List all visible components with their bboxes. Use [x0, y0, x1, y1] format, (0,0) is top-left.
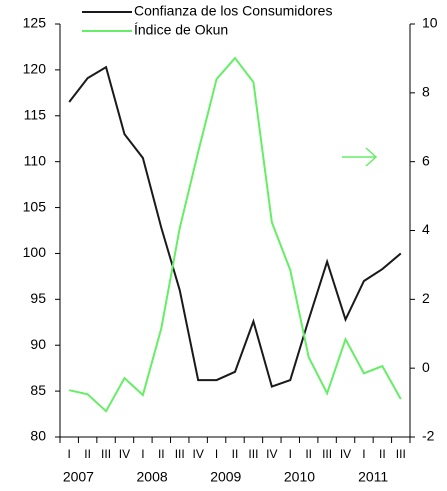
y2-tick-label: 2: [422, 290, 430, 306]
y2-tick-label: -2: [422, 428, 435, 444]
x-tick-label: IV: [266, 447, 277, 461]
y-tick-label: 80: [30, 428, 46, 444]
year-label: 2009: [210, 469, 241, 485]
y2-tick-label: 0: [422, 359, 430, 375]
y-tick-label: 105: [23, 198, 47, 214]
arrow: [342, 147, 378, 167]
y-tick-label: 95: [30, 290, 46, 306]
x-tick-label: III: [396, 447, 406, 461]
year-label: 2011: [358, 469, 388, 485]
y-tick-label: 85: [30, 382, 46, 398]
legend-label: Índice de Okun: [134, 22, 228, 38]
y2-tick-label: 10: [422, 15, 438, 31]
y-tick-label: 90: [30, 336, 46, 352]
x-tick-label: I: [68, 447, 71, 461]
x-tick-label: III: [175, 447, 185, 461]
x-tick-label: II: [158, 447, 165, 461]
x-tick-label: II: [379, 447, 386, 461]
year-label: 2010: [284, 469, 315, 485]
x-tick-label: III: [248, 447, 258, 461]
x-tick-label: I: [215, 447, 218, 461]
y-tick-label: 110: [24, 152, 47, 168]
y-tick-label: 115: [24, 106, 47, 122]
x-tick-label: IV: [119, 447, 130, 461]
x-tick-label: II: [84, 447, 91, 461]
x-tick-label: II: [305, 447, 312, 461]
x-tick-label: III: [322, 447, 332, 461]
y2-tick-label: 8: [422, 84, 430, 100]
series-line: [68, 65, 402, 388]
series-line: [68, 56, 402, 413]
x-tick-label: I: [289, 447, 292, 461]
y-tick-label: 125: [23, 15, 47, 31]
y2-tick-label: 6: [422, 152, 430, 168]
x-tick-label: I: [362, 447, 365, 461]
year-label: 2008: [137, 469, 168, 485]
x-tick-label: III: [101, 447, 111, 461]
y-tick-label: 120: [23, 61, 47, 77]
x-tick-label: II: [232, 447, 239, 461]
x-tick-label: IV: [192, 447, 203, 461]
x-tick-label: IV: [340, 447, 351, 461]
year-label: 2007: [63, 469, 94, 485]
y2-tick-label: 4: [422, 221, 430, 237]
legend-label: Confianza de los Consumidores: [134, 3, 332, 19]
x-tick-label: I: [141, 447, 144, 461]
y-tick-label: 100: [23, 244, 47, 260]
